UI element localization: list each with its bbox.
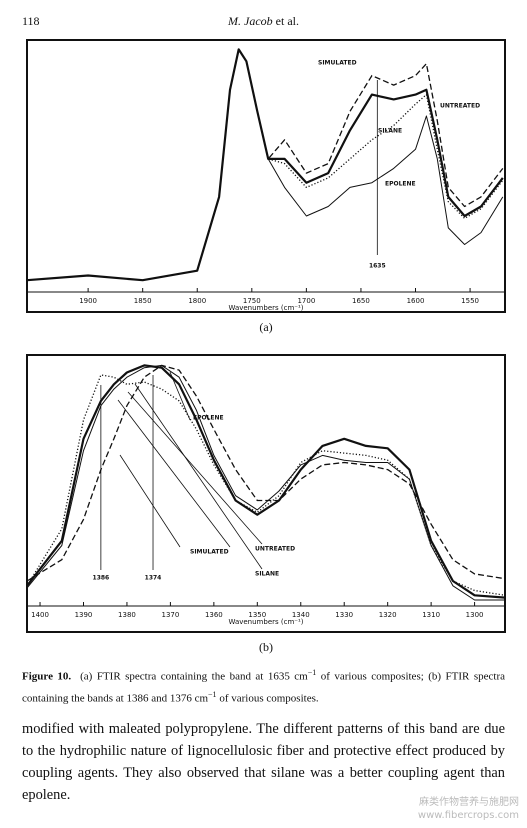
caption-sup: −1 [208, 689, 217, 699]
caption-sup: −1 [307, 668, 317, 677]
series-label: UNTREATED [255, 546, 295, 553]
x-tick-label: 1550 [461, 297, 479, 305]
x-tick-label: 1390 [75, 611, 93, 619]
spectrum-line [26, 364, 505, 601]
spectrum-line [26, 48, 504, 282]
x-tick-label: 1650 [352, 297, 370, 305]
spectrum-line [26, 364, 506, 599]
x-tick-label: 1380 [118, 611, 136, 619]
spectrum-line [26, 374, 506, 596]
caption-label: Figure 10. [22, 670, 72, 683]
running-head: M. Jacob et al. [0, 14, 527, 29]
x-tick-label: 1330 [335, 611, 353, 619]
leader-line [127, 391, 263, 545]
watermark-line: 麻类作物营养与施肥网 [419, 797, 519, 808]
series-label: EPOLENE [385, 181, 416, 188]
x-axis-label: Wavenumbers (cm⁻¹) [228, 304, 303, 312]
x-tick-label: 1370 [161, 611, 179, 619]
series-label: SILANE [255, 571, 279, 578]
series-label: UNTREATED [440, 103, 480, 110]
series-label: SILANE [378, 128, 402, 135]
spectrum-line [26, 364, 506, 582]
annotation-label: 1386 [93, 575, 110, 582]
series-label: SIMULATED [318, 60, 357, 67]
leader-line [169, 371, 191, 421]
caption: Figure 10. (a) FTIR spectra containing t… [22, 664, 505, 707]
leader-line [119, 454, 181, 548]
spectrum-line [26, 48, 504, 281]
watermark: 麻类作物营养与施肥网 www.fibercrops.com [418, 796, 519, 822]
leader-line [117, 399, 231, 548]
spectrum-line [26, 48, 504, 281]
x-tick-label: 1340 [292, 611, 310, 619]
body-text: modified with maleated polypropylene. Th… [22, 721, 505, 803]
figure: 1900 1850 1800 1750 1700 1650 1600 1550 Wavenumb… [26, 39, 506, 654]
leader-line [134, 383, 263, 570]
series-label: EPOLENE [193, 415, 224, 422]
frame [26, 354, 506, 633]
x-tick-label: 1750 [243, 297, 261, 305]
x-tick-label: 1350 [248, 611, 266, 619]
x-tick-label: 1310 [422, 611, 440, 619]
x-tick-label: 1850 [134, 297, 152, 305]
x-tick-label: 1300 [466, 611, 484, 619]
x-tick-label: 1360 [205, 611, 223, 619]
x-tick-label: 1320 [379, 611, 397, 619]
x-tick-label: 1800 [188, 297, 206, 305]
x-tick-label: 1700 [297, 297, 315, 305]
frame [26, 39, 506, 313]
annotation-label: 1374 [145, 575, 162, 582]
series-label: SIMULATED [190, 549, 229, 556]
panel-label: (a) [259, 320, 272, 334]
caption-text: of various composites. [216, 692, 319, 705]
spectrum-line [26, 48, 504, 281]
caption-text: (a) FTIR spectra containing the band at … [80, 670, 308, 683]
x-tick-label: 1900 [79, 297, 97, 305]
x-tick-label: 1400 [31, 611, 49, 619]
caption-text: of various composites; (b) FTIR spectra … [22, 670, 506, 705]
author: M. Jacob [228, 14, 273, 28]
page-number: 118 [22, 14, 40, 28]
panel-label: (b) [259, 640, 273, 654]
x-tick-label: 1600 [407, 297, 425, 305]
et-al: et al. [275, 14, 299, 28]
annotation-label: 1635 [369, 263, 386, 270]
x-axis-label: Wavenumbers (cm⁻¹) [228, 618, 303, 626]
watermark-line: www.fibercrops.com [417, 810, 519, 821]
